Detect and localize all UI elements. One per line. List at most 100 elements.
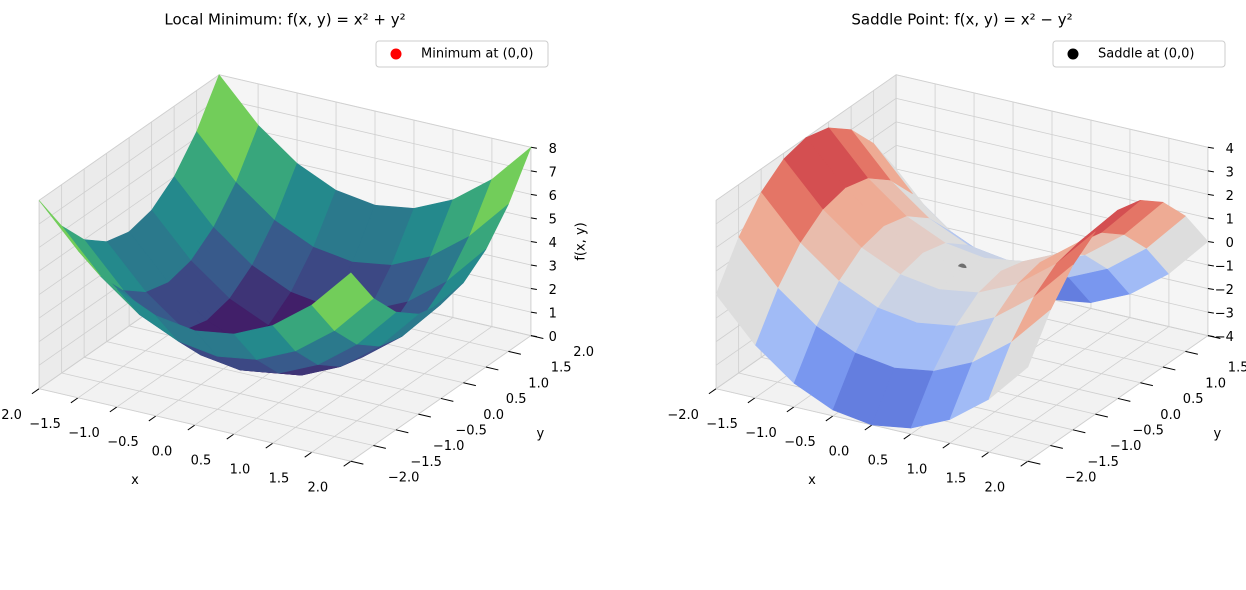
z-tick: [530, 193, 537, 196]
z-tick-label: 7: [549, 165, 557, 180]
z-tick-label: 1: [1226, 212, 1234, 227]
legend-label: Saddle at (0,0): [1098, 47, 1194, 62]
y-tick: [1072, 429, 1086, 434]
y-axis-label: y: [537, 427, 545, 442]
subplot: Local Minimum: f(x, y) = x² + y² −2.0 −1.5…: [0, 11, 594, 496]
x-tick: [31, 388, 40, 395]
surface-patch: [311, 272, 374, 331]
surface-patch: [715, 237, 778, 346]
z-tick-label: −1: [1215, 260, 1234, 275]
z-tick-label: 4: [549, 236, 557, 251]
y-tick-label: −1.5: [410, 455, 442, 470]
x-tick: [265, 442, 274, 449]
z-tick: [530, 240, 537, 243]
z-tick: [1207, 240, 1214, 243]
y-tick: [418, 413, 431, 418]
z-tick-label: 2: [549, 283, 557, 298]
x-tick-label: −0.5: [107, 435, 139, 450]
z-tick-label: −4: [1215, 330, 1234, 345]
y-tick: [1140, 382, 1153, 387]
z-tick-label: 4: [1226, 142, 1234, 157]
x-tick: [148, 415, 157, 422]
y-tick: [373, 445, 386, 449]
x-axis-label: x: [131, 473, 139, 488]
legend-box: [375, 40, 549, 68]
x-axis-label: x: [808, 473, 816, 488]
grid-line: [219, 121, 531, 195]
y-tick-label: 0.0: [1160, 408, 1181, 423]
x-tick-label: 0.5: [191, 453, 212, 468]
x-tick: [70, 397, 79, 404]
grid-line: [896, 74, 1208, 148]
grid-line: [896, 97, 1208, 172]
grid-line: [219, 97, 531, 172]
x-tick: [187, 424, 196, 431]
y-tick: [463, 382, 476, 387]
y-tick: [1117, 397, 1131, 402]
z-tick: [530, 288, 537, 291]
y-tick-label: −0.5: [455, 423, 487, 438]
z-tick: [1207, 335, 1214, 338]
x-tick-label: 2.0: [308, 481, 329, 496]
y-tick-label: 1.0: [528, 376, 549, 391]
x-tick: [825, 415, 834, 422]
y-tick-label: −1.5: [1087, 455, 1119, 470]
x-tick-label: −2.0: [667, 408, 699, 423]
grid-line: [39, 388, 351, 462]
x-tick: [903, 433, 912, 440]
z-axis-label: f(x, y): [573, 222, 588, 260]
x-tick: [942, 442, 951, 449]
y-tick-label: 1.0: [1205, 376, 1226, 391]
y-tick: [350, 460, 364, 465]
x-tick: [981, 451, 990, 458]
y-tick: [1050, 445, 1063, 449]
y-tick-label: 1.5: [1228, 361, 1246, 376]
grid-line: [106, 341, 419, 415]
x-tick-label: 2.0: [985, 481, 1006, 496]
x-tick: [747, 397, 756, 404]
y-tick: [1185, 350, 1198, 355]
y-tick-label: 2.0: [573, 345, 594, 360]
x-tick: [1020, 460, 1029, 467]
z-tick: [530, 311, 537, 314]
y-tick: [440, 397, 454, 402]
z-tick: [530, 170, 537, 173]
surface-patch: [988, 309, 1051, 400]
z-tick-label: 0: [1226, 236, 1234, 251]
z-tick: [1207, 170, 1214, 173]
z-tick-label: 6: [549, 189, 557, 204]
z-tick: [530, 264, 537, 267]
z-tick: [1207, 217, 1214, 220]
z-tick-label: 0: [549, 330, 557, 345]
x-tick-label: −2.0: [0, 408, 22, 423]
z-tick: [1207, 288, 1214, 291]
z-tick: [1207, 193, 1214, 196]
chart-title: Local Minimum: f(x, y) = x² + y²: [164, 11, 405, 29]
x-tick-label: 1.5: [946, 471, 967, 486]
grid-line: [896, 121, 1208, 195]
y-tick-label: 0.5: [506, 392, 527, 407]
x-tick-label: 0.5: [868, 453, 889, 468]
y-tick: [1027, 460, 1041, 465]
x-tick-label: −1.5: [29, 417, 61, 432]
grid-line: [61, 372, 374, 446]
surface-patch: [38, 200, 101, 277]
grid-line: [38, 121, 220, 248]
legend-box: [1052, 40, 1226, 68]
z-tick: [1207, 311, 1214, 314]
z-tick-label: 3: [549, 260, 557, 275]
z-tick-label: 8: [549, 142, 557, 157]
x-tick-label: 1.0: [907, 462, 928, 477]
z-tick-label: 2: [1226, 189, 1234, 204]
x-tick: [109, 406, 118, 413]
x-tick-label: 1.5: [269, 471, 290, 486]
grid-line: [38, 74, 220, 201]
x-tick-label: −1.5: [706, 417, 738, 432]
z-tick-label: 3: [1226, 165, 1234, 180]
x-tick-label: −0.5: [784, 435, 816, 450]
x-tick-label: 0.0: [152, 444, 173, 459]
x-tick: [786, 406, 795, 413]
legend-marker: [1067, 48, 1079, 60]
z-tick-label: −3: [1215, 307, 1234, 322]
